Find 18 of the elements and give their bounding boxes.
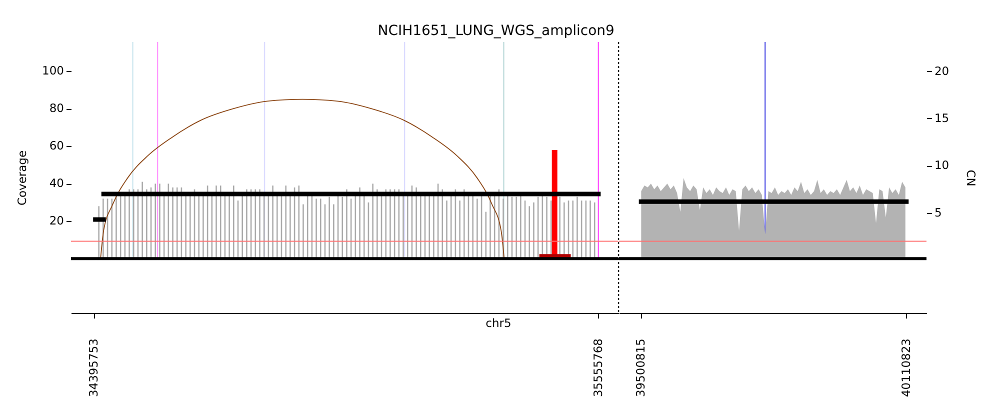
y2-tick-label: 10 [934, 158, 950, 172]
y-tick-label: 20 [49, 214, 64, 228]
y-tick-label: 80 [49, 101, 64, 116]
y-tick-label: 100 [42, 64, 64, 78]
y-axis-title: Coverage [15, 150, 30, 206]
y-tick-label: 60 [49, 138, 64, 153]
y2-tick-label: 20 [934, 64, 950, 78]
x-tick-label: 39500815 [634, 338, 648, 398]
x-axis-title: chr5 [486, 316, 512, 330]
y2-axis-title: CN [964, 170, 978, 186]
y2-tick-label: 5 [934, 205, 942, 220]
y2-tick-label: 15 [934, 110, 950, 125]
x-tick-label: 34395753 [86, 338, 100, 398]
y-tick-label: 40 [49, 176, 64, 190]
x-tick-label: 40110823 [898, 338, 913, 398]
line-series [100, 98, 505, 260]
x-tick-label: 35555768 [590, 338, 605, 398]
chart-title: NCIH1651_LUNG_WGS_amplicon9 [378, 22, 614, 39]
